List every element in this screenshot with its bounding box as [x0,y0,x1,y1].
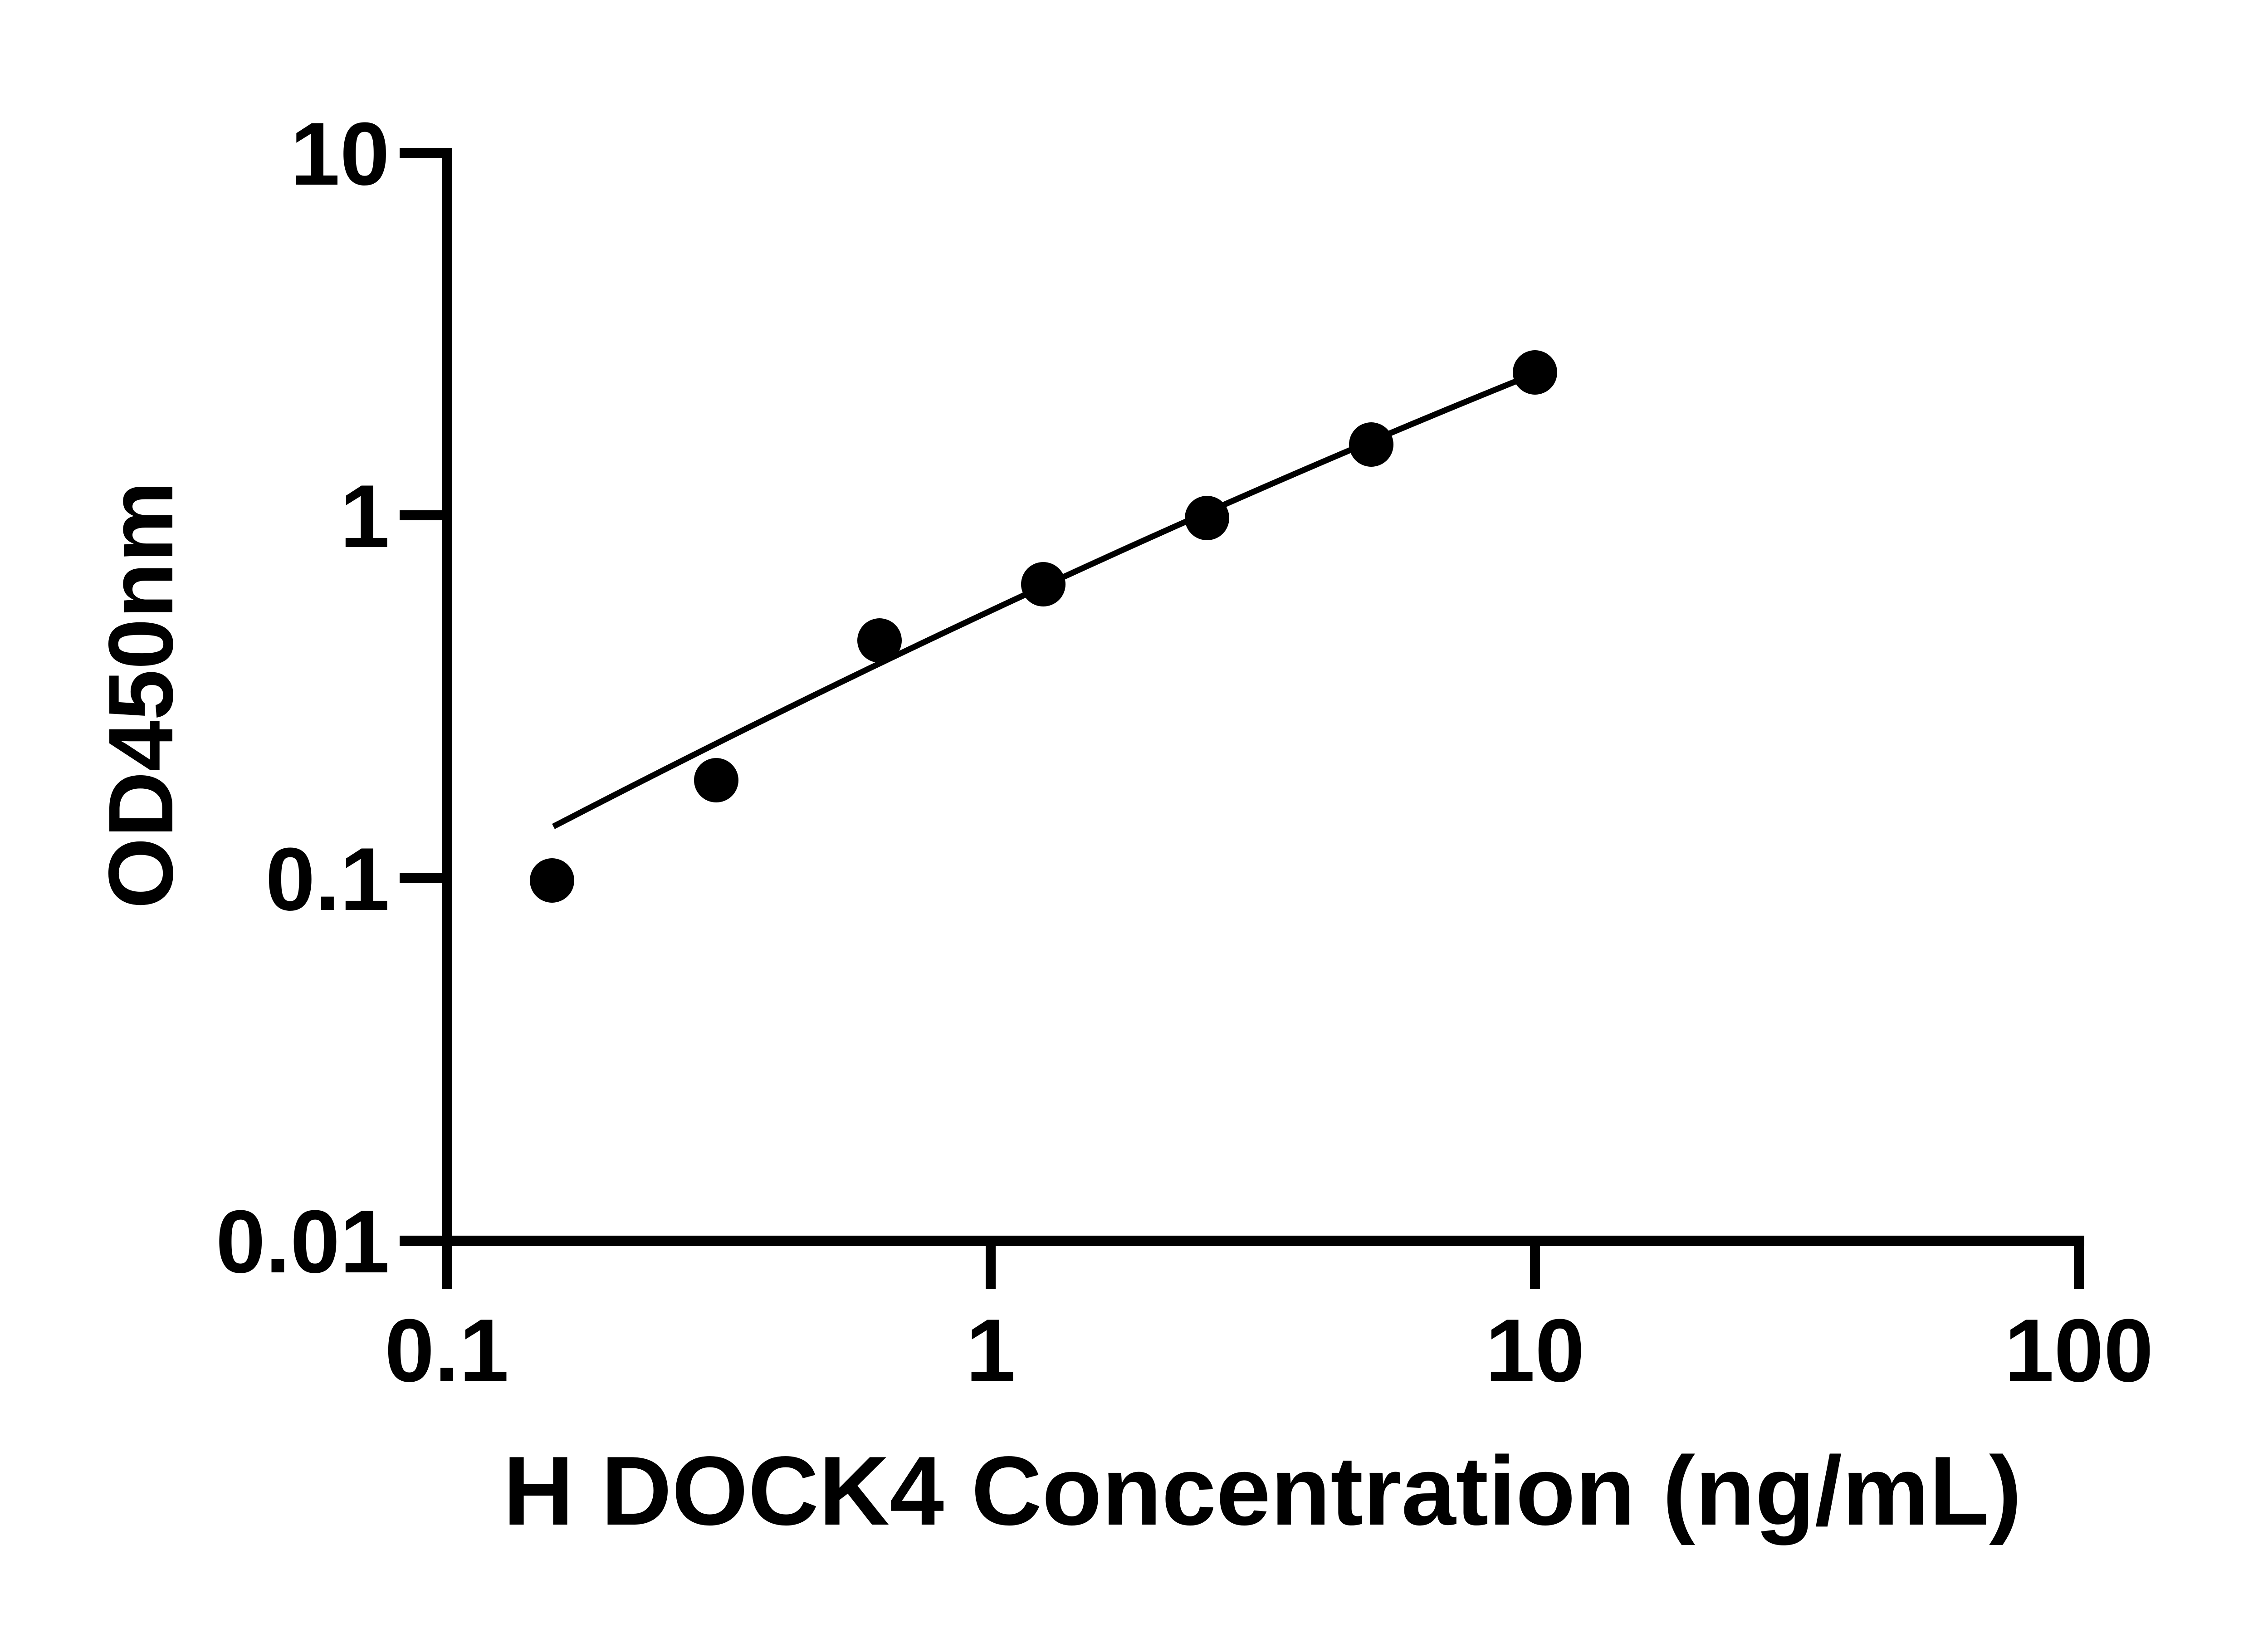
svg-text:0.1: 0.1 [265,829,390,929]
svg-text:100: 100 [2004,1301,2154,1400]
svg-text:1: 1 [340,466,390,566]
svg-text:0.01: 0.01 [216,1192,390,1291]
svg-text:OD450nm: OD450nm [89,481,192,909]
svg-text:10: 10 [1485,1301,1584,1400]
svg-text:10: 10 [290,104,390,204]
svg-text:0.1: 0.1 [385,1301,509,1400]
svg-text:1: 1 [966,1301,1016,1400]
svg-text:H DOCK4 Concentration (ng/mL): H DOCK4 Concentration (ng/mL) [503,1436,2022,1545]
